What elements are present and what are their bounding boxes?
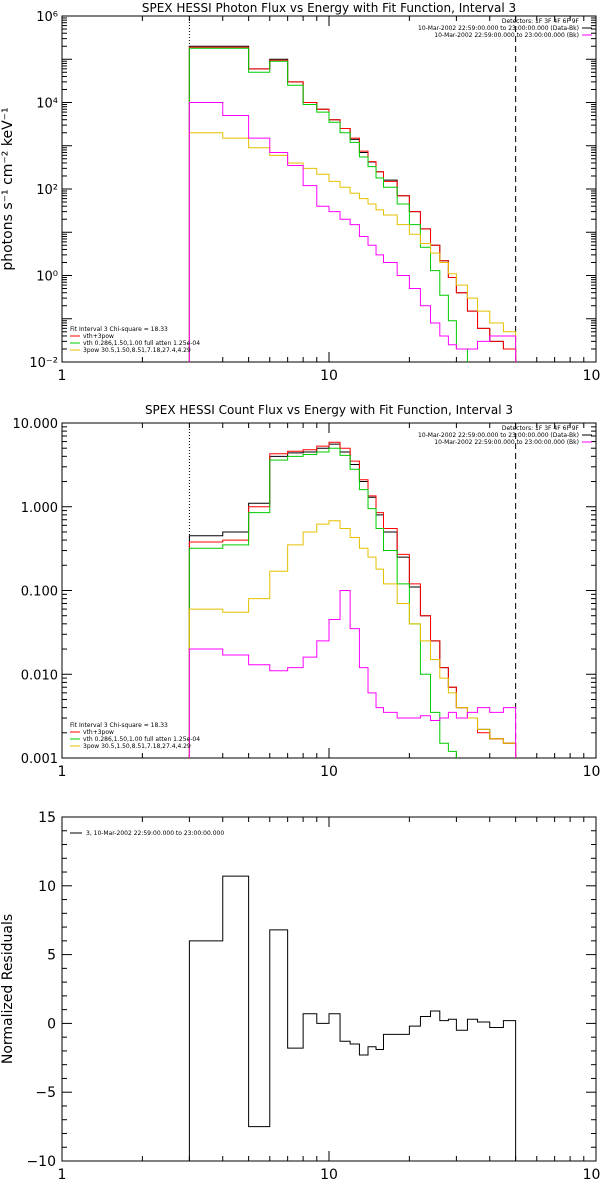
panel3-series-3-10-mar-2002-22-59-00-000-to-23-00-00-000	[188, 875, 517, 1161]
panel2-series-vth	[188, 447, 517, 758]
panel2-legend-line: vth 0.286,1.50,1.00 full atten 1.25e-04	[83, 736, 200, 743]
panel1-annotation-line: Detectors: 1F 3F 4F 6F 9F	[502, 18, 580, 25]
panel2-xtick-label: 10	[320, 764, 338, 780]
panel1-legend-line: vth+3pow	[83, 333, 114, 340]
panel1-ytick-label: 10⁰	[36, 270, 58, 285]
panel3-ytick-label: 10	[38, 879, 56, 895]
panel1-annotation-line: 10-Mar-2002 22:59:00.000 to 23:00:00.000…	[434, 32, 579, 39]
panel3-legend-line: 3, 10-Mar-2002 22:59:00.000 to 23:00:00.…	[86, 830, 224, 837]
panel3-xtick-label: 100	[583, 1167, 600, 1183]
panel1-ytick-label: 10⁴	[36, 97, 58, 112]
panel2-ytick-label: 0.010	[21, 668, 58, 683]
panel1-ytick-label: 10²	[36, 183, 58, 198]
panel1-legend-line: Fit Interval 3 Chi-square = 18.33	[70, 326, 168, 333]
panel3-xtick-label: 1	[58, 1167, 67, 1183]
panel1-xtick-label: 1	[58, 368, 67, 384]
panel2-xtick-label: 1	[58, 764, 67, 780]
panel1-series-bk	[188, 102, 517, 362]
panel2-series-group	[188, 441, 517, 758]
panel1-xtick-label: 10	[320, 368, 338, 384]
panel2-ytick-label: 0.001	[21, 752, 58, 767]
panel3-series-group	[188, 875, 517, 1161]
panel2-series-bk	[188, 590, 517, 758]
panel1-ytick-label: 10⁶	[36, 10, 58, 25]
panel1-ytick-label: 10⁻²	[29, 356, 58, 371]
panel3-ytick-label: 0	[47, 1016, 56, 1032]
panel2-xtick-label: 100	[583, 764, 600, 780]
panel2-legend-line: Fit Interval 3 Chi-square = 18.33	[70, 722, 168, 729]
panel1-annotation-line: 10-Mar-2002 22:59:00.000 to 23:00:00.000…	[418, 25, 579, 32]
panel1-ylabel: photons s⁻¹ cm⁻² keV⁻¹	[0, 107, 16, 270]
panel2-ytick-label: 1.000	[21, 501, 58, 516]
panel2-annotation-line: 10-Mar-2002 22:59:00.000 to 23:00:00.000…	[434, 439, 579, 446]
panel3-ytick-label: −10	[26, 1154, 56, 1170]
panel1-series-vth-3pow	[188, 46, 517, 362]
panel3-ytick-label: −5	[35, 1085, 56, 1101]
panel3-ytick-label: 15	[38, 810, 56, 826]
panel3-group: 1 10 100 −10 −5 0 5 10 15 Normalized Residuals 3, …	[0, 810, 600, 1183]
panel2-annotation-line: 10-Mar-2002 22:59:00.000 to 23:00:00.000…	[418, 432, 579, 439]
panel2-legend-line: vth+3pow	[83, 729, 114, 736]
panel1-legend-line: vth 0.286,1.50,1.00 full atten 1.25e-04	[83, 340, 200, 347]
panel1-series-group	[188, 45, 517, 362]
panel2-legend-line: 3pow 30.5,1.50,8.51,7.18,27.4,4.29	[83, 743, 191, 750]
panel1-legend-line: 3pow 30.5,1.50,8.51,7.18,27.4,4.29	[83, 347, 191, 354]
panel3-ytick-label: 5	[47, 948, 56, 964]
panel2-ytick-label: 0.100	[21, 585, 58, 600]
panel2-group: SPEX HESSI Count Flux vs Energy with Fit…	[13, 403, 600, 780]
panel1-xtick-label: 100	[583, 368, 600, 384]
panel1-title: SPEX HESSI Photon Flux vs Energy with Fi…	[142, 1, 516, 15]
panel3-ylabel: Normalized Residuals	[0, 914, 16, 1064]
panel2-title: SPEX HESSI Count Flux vs Energy with Fit…	[145, 403, 513, 417]
panel3-xtick-label: 10	[320, 1167, 338, 1183]
panel1-group: SPEX HESSI Photon Flux vs Energy with Fi…	[0, 1, 600, 384]
panel2-annotation-line: Detectors: 1F 3F 4F 6F 9F	[502, 425, 580, 432]
panel2-ytick-label: 10.000	[13, 417, 59, 432]
